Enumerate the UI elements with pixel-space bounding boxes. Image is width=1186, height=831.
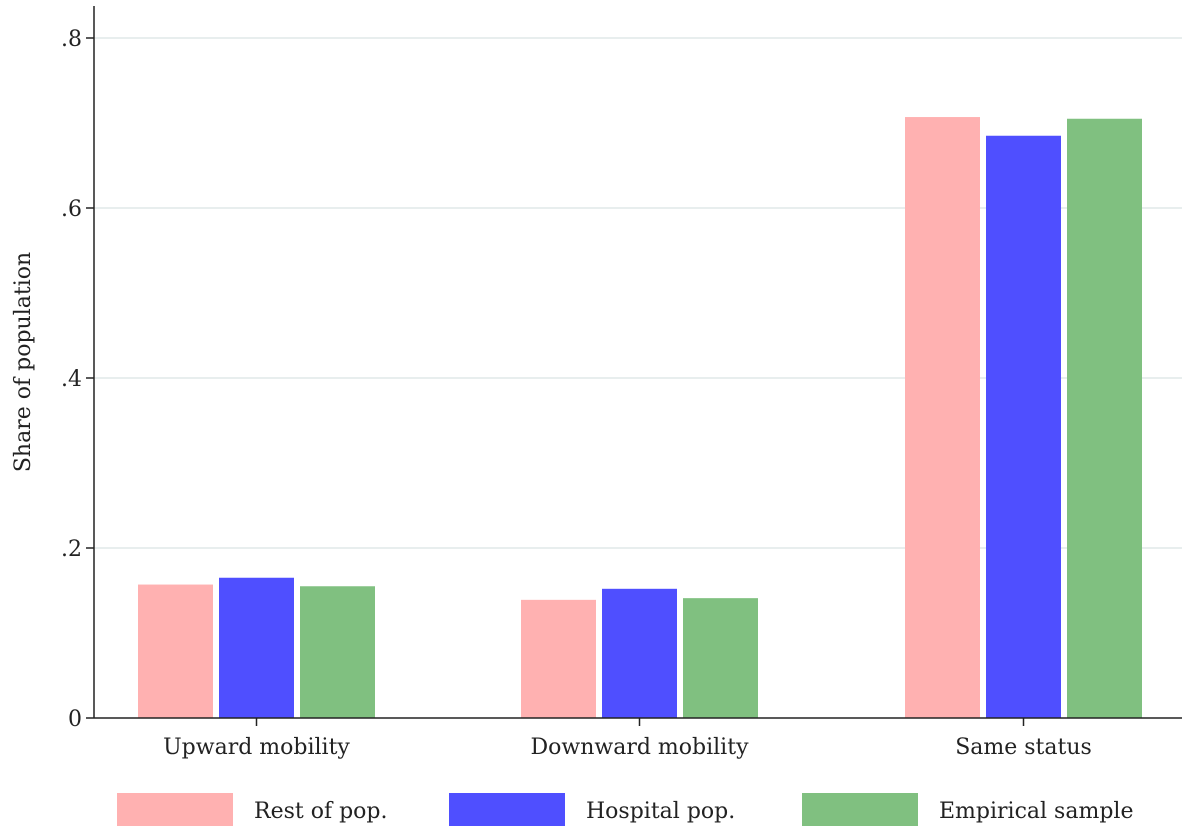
legend-label: Rest of pop. [254, 799, 388, 824]
y-tick-label: .4 [61, 367, 82, 392]
y-tick-label: .2 [61, 537, 82, 562]
x-category-label: Upward mobility [163, 735, 350, 760]
y-axis: 0 .2 .4 .6 .8 [61, 6, 95, 732]
bar [683, 598, 758, 718]
legend: Rest of pop. Hospital pop. Empirical sampl… [117, 793, 1133, 826]
y-tick-label: .8 [61, 27, 82, 52]
x-axis: Upward mobility Downward mobility Same sta… [94, 717, 1182, 760]
legend-swatch [449, 793, 565, 826]
bar [219, 577, 294, 718]
y-tick-label: 0 [68, 707, 82, 732]
bar [905, 117, 980, 719]
bar [300, 586, 375, 718]
y-tick-label: .6 [61, 197, 82, 222]
bar [602, 588, 677, 718]
bar [521, 599, 596, 718]
bars [138, 117, 1142, 719]
legend-label: Hospital pop. [586, 799, 735, 824]
legend-swatch [802, 793, 918, 826]
x-category-label: Same status [955, 735, 1092, 760]
legend-swatch [117, 793, 233, 826]
y-axis-title: Share of population [11, 252, 36, 472]
bar [1067, 118, 1142, 718]
legend-label: Empirical sample [939, 799, 1133, 824]
bar [138, 584, 213, 718]
x-category-label: Downward mobility [531, 735, 750, 760]
bar [986, 135, 1061, 718]
